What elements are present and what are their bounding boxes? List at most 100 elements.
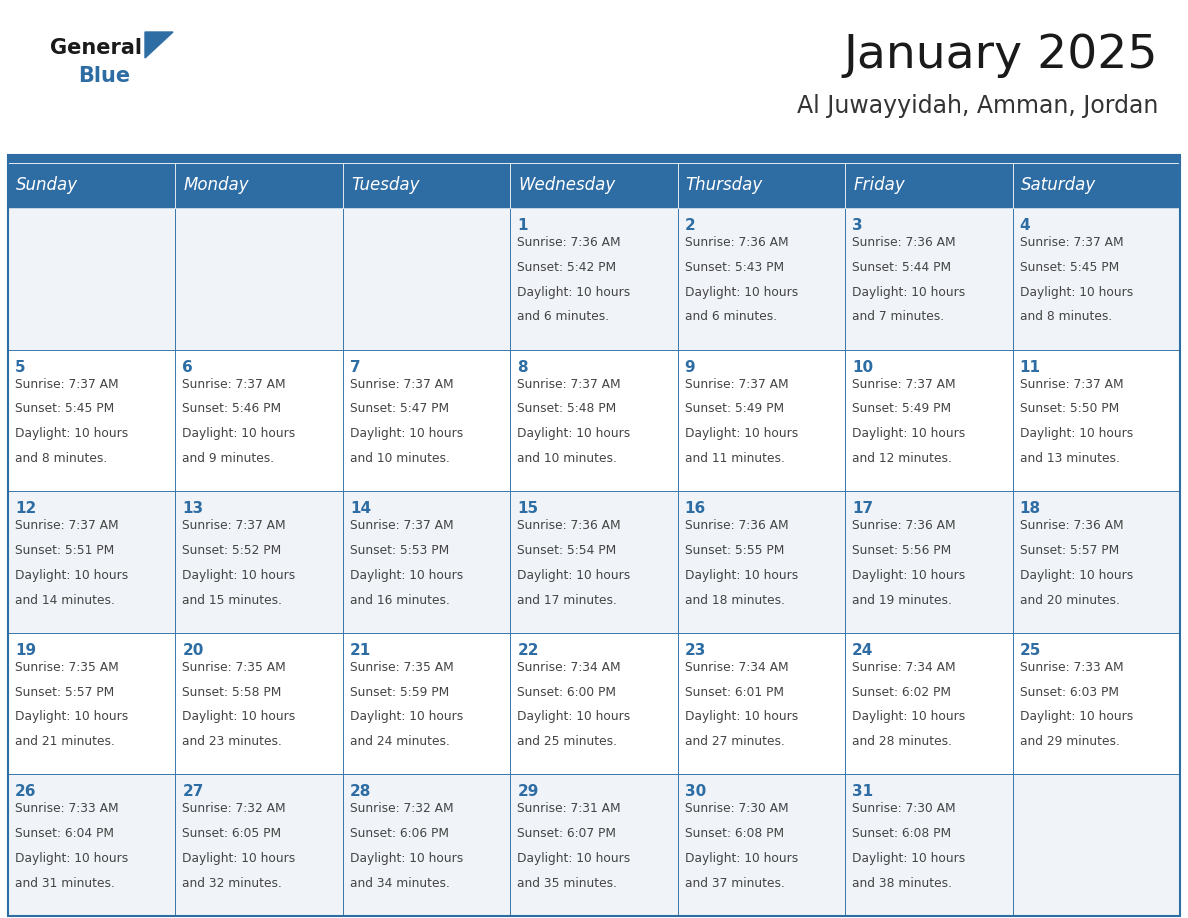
Text: 4: 4 bbox=[1019, 218, 1030, 233]
Text: Sunrise: 7:36 AM: Sunrise: 7:36 AM bbox=[517, 520, 621, 532]
Text: Sunset: 5:52 PM: Sunset: 5:52 PM bbox=[183, 544, 282, 557]
Bar bbox=[176, 491, 343, 633]
Text: 8: 8 bbox=[517, 360, 527, 375]
Text: and 14 minutes.: and 14 minutes. bbox=[15, 594, 115, 607]
Text: Daylight: 10 hours: Daylight: 10 hours bbox=[349, 569, 463, 582]
Text: Sunset: 5:49 PM: Sunset: 5:49 PM bbox=[684, 402, 784, 415]
Bar bbox=[8, 155, 1180, 916]
Text: Sunset: 6:05 PM: Sunset: 6:05 PM bbox=[183, 827, 282, 840]
Text: Sunset: 6:01 PM: Sunset: 6:01 PM bbox=[684, 686, 784, 699]
Text: and 19 minutes.: and 19 minutes. bbox=[852, 594, 952, 607]
Text: Daylight: 10 hours: Daylight: 10 hours bbox=[183, 711, 296, 723]
Text: 25: 25 bbox=[1019, 643, 1041, 658]
Bar bbox=[8, 491, 176, 633]
Bar bbox=[343, 208, 511, 350]
Text: Sunset: 5:49 PM: Sunset: 5:49 PM bbox=[852, 402, 952, 415]
Text: Sunset: 5:45 PM: Sunset: 5:45 PM bbox=[1019, 261, 1119, 274]
Text: Sunset: 5:56 PM: Sunset: 5:56 PM bbox=[852, 544, 952, 557]
Bar bbox=[677, 775, 845, 916]
Text: 13: 13 bbox=[183, 501, 203, 516]
Text: and 23 minutes.: and 23 minutes. bbox=[183, 735, 283, 748]
Text: 31: 31 bbox=[852, 784, 873, 800]
Text: and 16 minutes.: and 16 minutes. bbox=[349, 594, 450, 607]
Bar bbox=[343, 163, 511, 208]
Text: January 2025: January 2025 bbox=[843, 33, 1158, 78]
Text: General: General bbox=[50, 38, 143, 58]
Text: Sunrise: 7:35 AM: Sunrise: 7:35 AM bbox=[15, 661, 119, 674]
Text: 10: 10 bbox=[852, 360, 873, 375]
Text: Sunset: 6:04 PM: Sunset: 6:04 PM bbox=[15, 827, 114, 840]
Text: and 28 minutes.: and 28 minutes. bbox=[852, 735, 952, 748]
Text: Sunrise: 7:37 AM: Sunrise: 7:37 AM bbox=[517, 377, 621, 390]
Text: and 15 minutes.: and 15 minutes. bbox=[183, 594, 283, 607]
Text: Daylight: 10 hours: Daylight: 10 hours bbox=[15, 569, 128, 582]
Text: Sunrise: 7:32 AM: Sunrise: 7:32 AM bbox=[349, 802, 454, 815]
Text: and 9 minutes.: and 9 minutes. bbox=[183, 452, 274, 465]
Bar bbox=[176, 633, 343, 775]
Bar bbox=[8, 775, 176, 916]
Text: Daylight: 10 hours: Daylight: 10 hours bbox=[349, 852, 463, 865]
Text: Sunrise: 7:37 AM: Sunrise: 7:37 AM bbox=[1019, 236, 1123, 249]
Text: and 27 minutes.: and 27 minutes. bbox=[684, 735, 784, 748]
Text: 26: 26 bbox=[15, 784, 37, 800]
Bar bbox=[677, 163, 845, 208]
Text: 12: 12 bbox=[15, 501, 37, 516]
Bar bbox=[176, 350, 343, 491]
Text: Daylight: 10 hours: Daylight: 10 hours bbox=[1019, 569, 1133, 582]
Text: Sunrise: 7:33 AM: Sunrise: 7:33 AM bbox=[1019, 661, 1123, 674]
Bar bbox=[343, 491, 511, 633]
Bar bbox=[845, 350, 1012, 491]
Text: and 12 minutes.: and 12 minutes. bbox=[852, 452, 952, 465]
Bar bbox=[1012, 491, 1180, 633]
Text: Daylight: 10 hours: Daylight: 10 hours bbox=[183, 852, 296, 865]
Text: Daylight: 10 hours: Daylight: 10 hours bbox=[15, 427, 128, 440]
Text: Al Juwayyidah, Amman, Jordan: Al Juwayyidah, Amman, Jordan bbox=[797, 94, 1158, 118]
Text: Daylight: 10 hours: Daylight: 10 hours bbox=[517, 569, 631, 582]
Text: Daylight: 10 hours: Daylight: 10 hours bbox=[15, 711, 128, 723]
Text: Sunrise: 7:36 AM: Sunrise: 7:36 AM bbox=[852, 236, 956, 249]
Text: Sunrise: 7:36 AM: Sunrise: 7:36 AM bbox=[1019, 520, 1123, 532]
Text: Sunset: 5:59 PM: Sunset: 5:59 PM bbox=[349, 686, 449, 699]
Bar bbox=[8, 350, 176, 491]
Bar bbox=[8, 163, 176, 208]
Text: and 21 minutes.: and 21 minutes. bbox=[15, 735, 115, 748]
Text: and 25 minutes.: and 25 minutes. bbox=[517, 735, 618, 748]
Text: Daylight: 10 hours: Daylight: 10 hours bbox=[852, 569, 966, 582]
Bar bbox=[8, 155, 1180, 163]
Text: 3: 3 bbox=[852, 218, 862, 233]
Text: Sunset: 5:42 PM: Sunset: 5:42 PM bbox=[517, 261, 617, 274]
Text: Saturday: Saturday bbox=[1020, 176, 1095, 195]
Text: Daylight: 10 hours: Daylight: 10 hours bbox=[349, 711, 463, 723]
Text: 27: 27 bbox=[183, 784, 204, 800]
Bar bbox=[511, 163, 677, 208]
Text: 9: 9 bbox=[684, 360, 695, 375]
Text: Sunrise: 7:37 AM: Sunrise: 7:37 AM bbox=[15, 377, 119, 390]
Text: Sunrise: 7:35 AM: Sunrise: 7:35 AM bbox=[183, 661, 286, 674]
Text: Thursday: Thursday bbox=[685, 176, 763, 195]
Text: Sunrise: 7:35 AM: Sunrise: 7:35 AM bbox=[349, 661, 454, 674]
Text: Daylight: 10 hours: Daylight: 10 hours bbox=[852, 852, 966, 865]
Text: Daylight: 10 hours: Daylight: 10 hours bbox=[183, 569, 296, 582]
Bar bbox=[677, 491, 845, 633]
Text: Sunrise: 7:36 AM: Sunrise: 7:36 AM bbox=[517, 236, 621, 249]
Bar bbox=[845, 208, 1012, 350]
Bar bbox=[845, 163, 1012, 208]
Text: Sunrise: 7:37 AM: Sunrise: 7:37 AM bbox=[1019, 377, 1123, 390]
Text: Daylight: 10 hours: Daylight: 10 hours bbox=[1019, 711, 1133, 723]
Text: Sunset: 5:44 PM: Sunset: 5:44 PM bbox=[852, 261, 952, 274]
Text: and 10 minutes.: and 10 minutes. bbox=[349, 452, 450, 465]
Text: 30: 30 bbox=[684, 784, 706, 800]
Text: Daylight: 10 hours: Daylight: 10 hours bbox=[183, 427, 296, 440]
Text: and 20 minutes.: and 20 minutes. bbox=[1019, 594, 1119, 607]
Text: 2: 2 bbox=[684, 218, 695, 233]
Text: and 31 minutes.: and 31 minutes. bbox=[15, 877, 115, 890]
Text: Daylight: 10 hours: Daylight: 10 hours bbox=[517, 285, 631, 298]
Text: Daylight: 10 hours: Daylight: 10 hours bbox=[517, 852, 631, 865]
Text: 22: 22 bbox=[517, 643, 539, 658]
Text: Sunset: 5:54 PM: Sunset: 5:54 PM bbox=[517, 544, 617, 557]
Text: and 6 minutes.: and 6 minutes. bbox=[517, 310, 609, 323]
Text: Monday: Monday bbox=[183, 176, 249, 195]
Bar bbox=[845, 633, 1012, 775]
Text: Sunset: 5:51 PM: Sunset: 5:51 PM bbox=[15, 544, 114, 557]
Text: Daylight: 10 hours: Daylight: 10 hours bbox=[517, 427, 631, 440]
